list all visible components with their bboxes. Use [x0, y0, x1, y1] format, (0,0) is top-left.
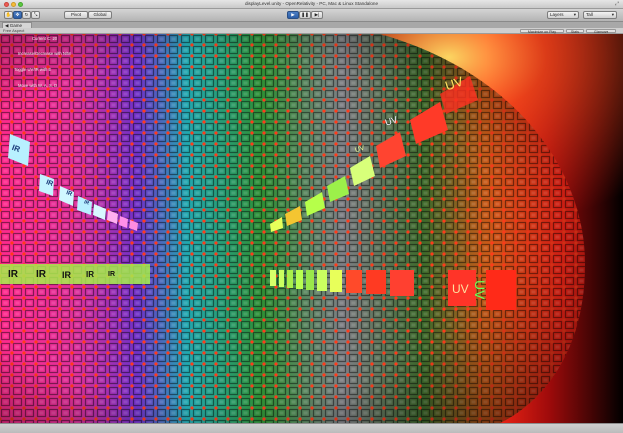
hud-toggle-uv-ir: Toggle UV/IR with E — [14, 67, 52, 72]
tab-game[interactable]: ◀ Game — [2, 22, 32, 28]
close-window-button[interactable] — [4, 1, 9, 7]
zoom-window-button[interactable] — [18, 1, 23, 7]
hud-current-c: Current C: 20 — [32, 36, 58, 41]
hand-tool-button[interactable]: ✋ — [4, 11, 13, 19]
aspect-label: Free Aspect — [3, 28, 25, 33]
game-icon: ◀ — [5, 23, 10, 28]
stats-toggle[interactable]: Stats — [566, 28, 584, 34]
ir-label: IR — [62, 270, 71, 280]
pivot-label: Pivot — [70, 12, 81, 17]
layers-dropdown[interactable]: Layers ▾ — [547, 11, 579, 19]
hand-icon: ✋ — [5, 12, 12, 17]
ir-label: IR — [8, 269, 18, 280]
tab-game-label: Game — [9, 23, 22, 28]
game-viewport[interactable]: IR IR IR IR IR IR IR IR IR UV UV UV UV U… — [0, 34, 623, 423]
sphere — [0, 34, 585, 423]
move-icon: ✥ — [15, 12, 20, 17]
play-icon: ▶ — [291, 12, 295, 17]
aspect-dropdown[interactable]: Free Aspect — [3, 28, 24, 33]
uv-strip — [270, 270, 516, 310]
title-bar: displayLevel.unity - OpenRelativity - PC… — [0, 0, 623, 9]
ir-strip — [0, 264, 150, 284]
tab-row: ◀ Game — [0, 22, 623, 28]
minimize-window-button[interactable] — [11, 1, 16, 7]
window-title: displayLevel.unity - OpenRelativity - PC… — [244, 1, 379, 6]
uv-label: UV — [472, 280, 488, 300]
fullscreen-icon[interactable]: ⤢ — [614, 1, 619, 7]
rotate-tool-button[interactable]: ↻ — [22, 11, 31, 19]
game-view-bar: Free Aspect Maximize on Play Stats Gizmo… — [0, 28, 623, 34]
pause-button[interactable]: ❚❚ — [299, 11, 311, 19]
global-label: Global — [93, 12, 107, 17]
move-tool-button[interactable]: ✥ — [13, 11, 22, 19]
ir-label: IR — [108, 271, 115, 278]
chevron-down-icon: ▾ — [611, 12, 614, 17]
chevron-down-icon: ▾ — [606, 29, 608, 34]
layout-label: Tall — [586, 12, 593, 17]
toolbar: ✋ ✥ ↻ ⤡ Pivot Global ▶ ❚❚ ▶| Layers ▾ Tal… — [0, 9, 623, 22]
step-button[interactable]: ▶| — [311, 11, 323, 19]
gizmos-label: Gizmos — [594, 29, 607, 34]
gizmos-dropdown[interactable]: Gizmos▾ — [586, 28, 616, 34]
maximize-on-play-toggle[interactable]: Maximize on Play — [520, 28, 564, 34]
rotate-icon: ↻ — [24, 12, 29, 17]
ir-label: IR — [36, 269, 46, 280]
layers-label: Layers — [550, 12, 564, 17]
game-scene — [0, 34, 623, 423]
layout-dropdown[interactable]: Tall ▾ — [583, 11, 617, 19]
scale-icon: ⤡ — [33, 12, 38, 17]
status-bar — [0, 423, 623, 433]
hud-increase-decrease: Increase/Decrease with N/M — [18, 51, 71, 56]
uv-label: UV — [452, 282, 469, 296]
pause-icon: ❚❚ — [301, 12, 309, 17]
uv-trail — [270, 76, 478, 232]
step-icon: ▶| — [314, 12, 320, 17]
scale-tool-button[interactable]: ⤡ — [31, 11, 40, 19]
global-toggle[interactable]: Global — [88, 11, 112, 19]
hud-overlay: Current C: 20 Increase/Decrease with N/M… — [0, 34, 200, 114]
chevron-down-icon: ▾ — [573, 12, 576, 17]
play-button[interactable]: ▶ — [287, 11, 299, 19]
pivot-toggle[interactable]: Pivot — [64, 11, 88, 19]
stats-label: Stats — [570, 29, 580, 34]
ir-label: IR — [86, 270, 94, 279]
ir-trail — [8, 134, 138, 231]
maximize-label: Maximize on Play — [527, 29, 557, 34]
hud-move: Move with W, A, S, D — [18, 83, 58, 88]
